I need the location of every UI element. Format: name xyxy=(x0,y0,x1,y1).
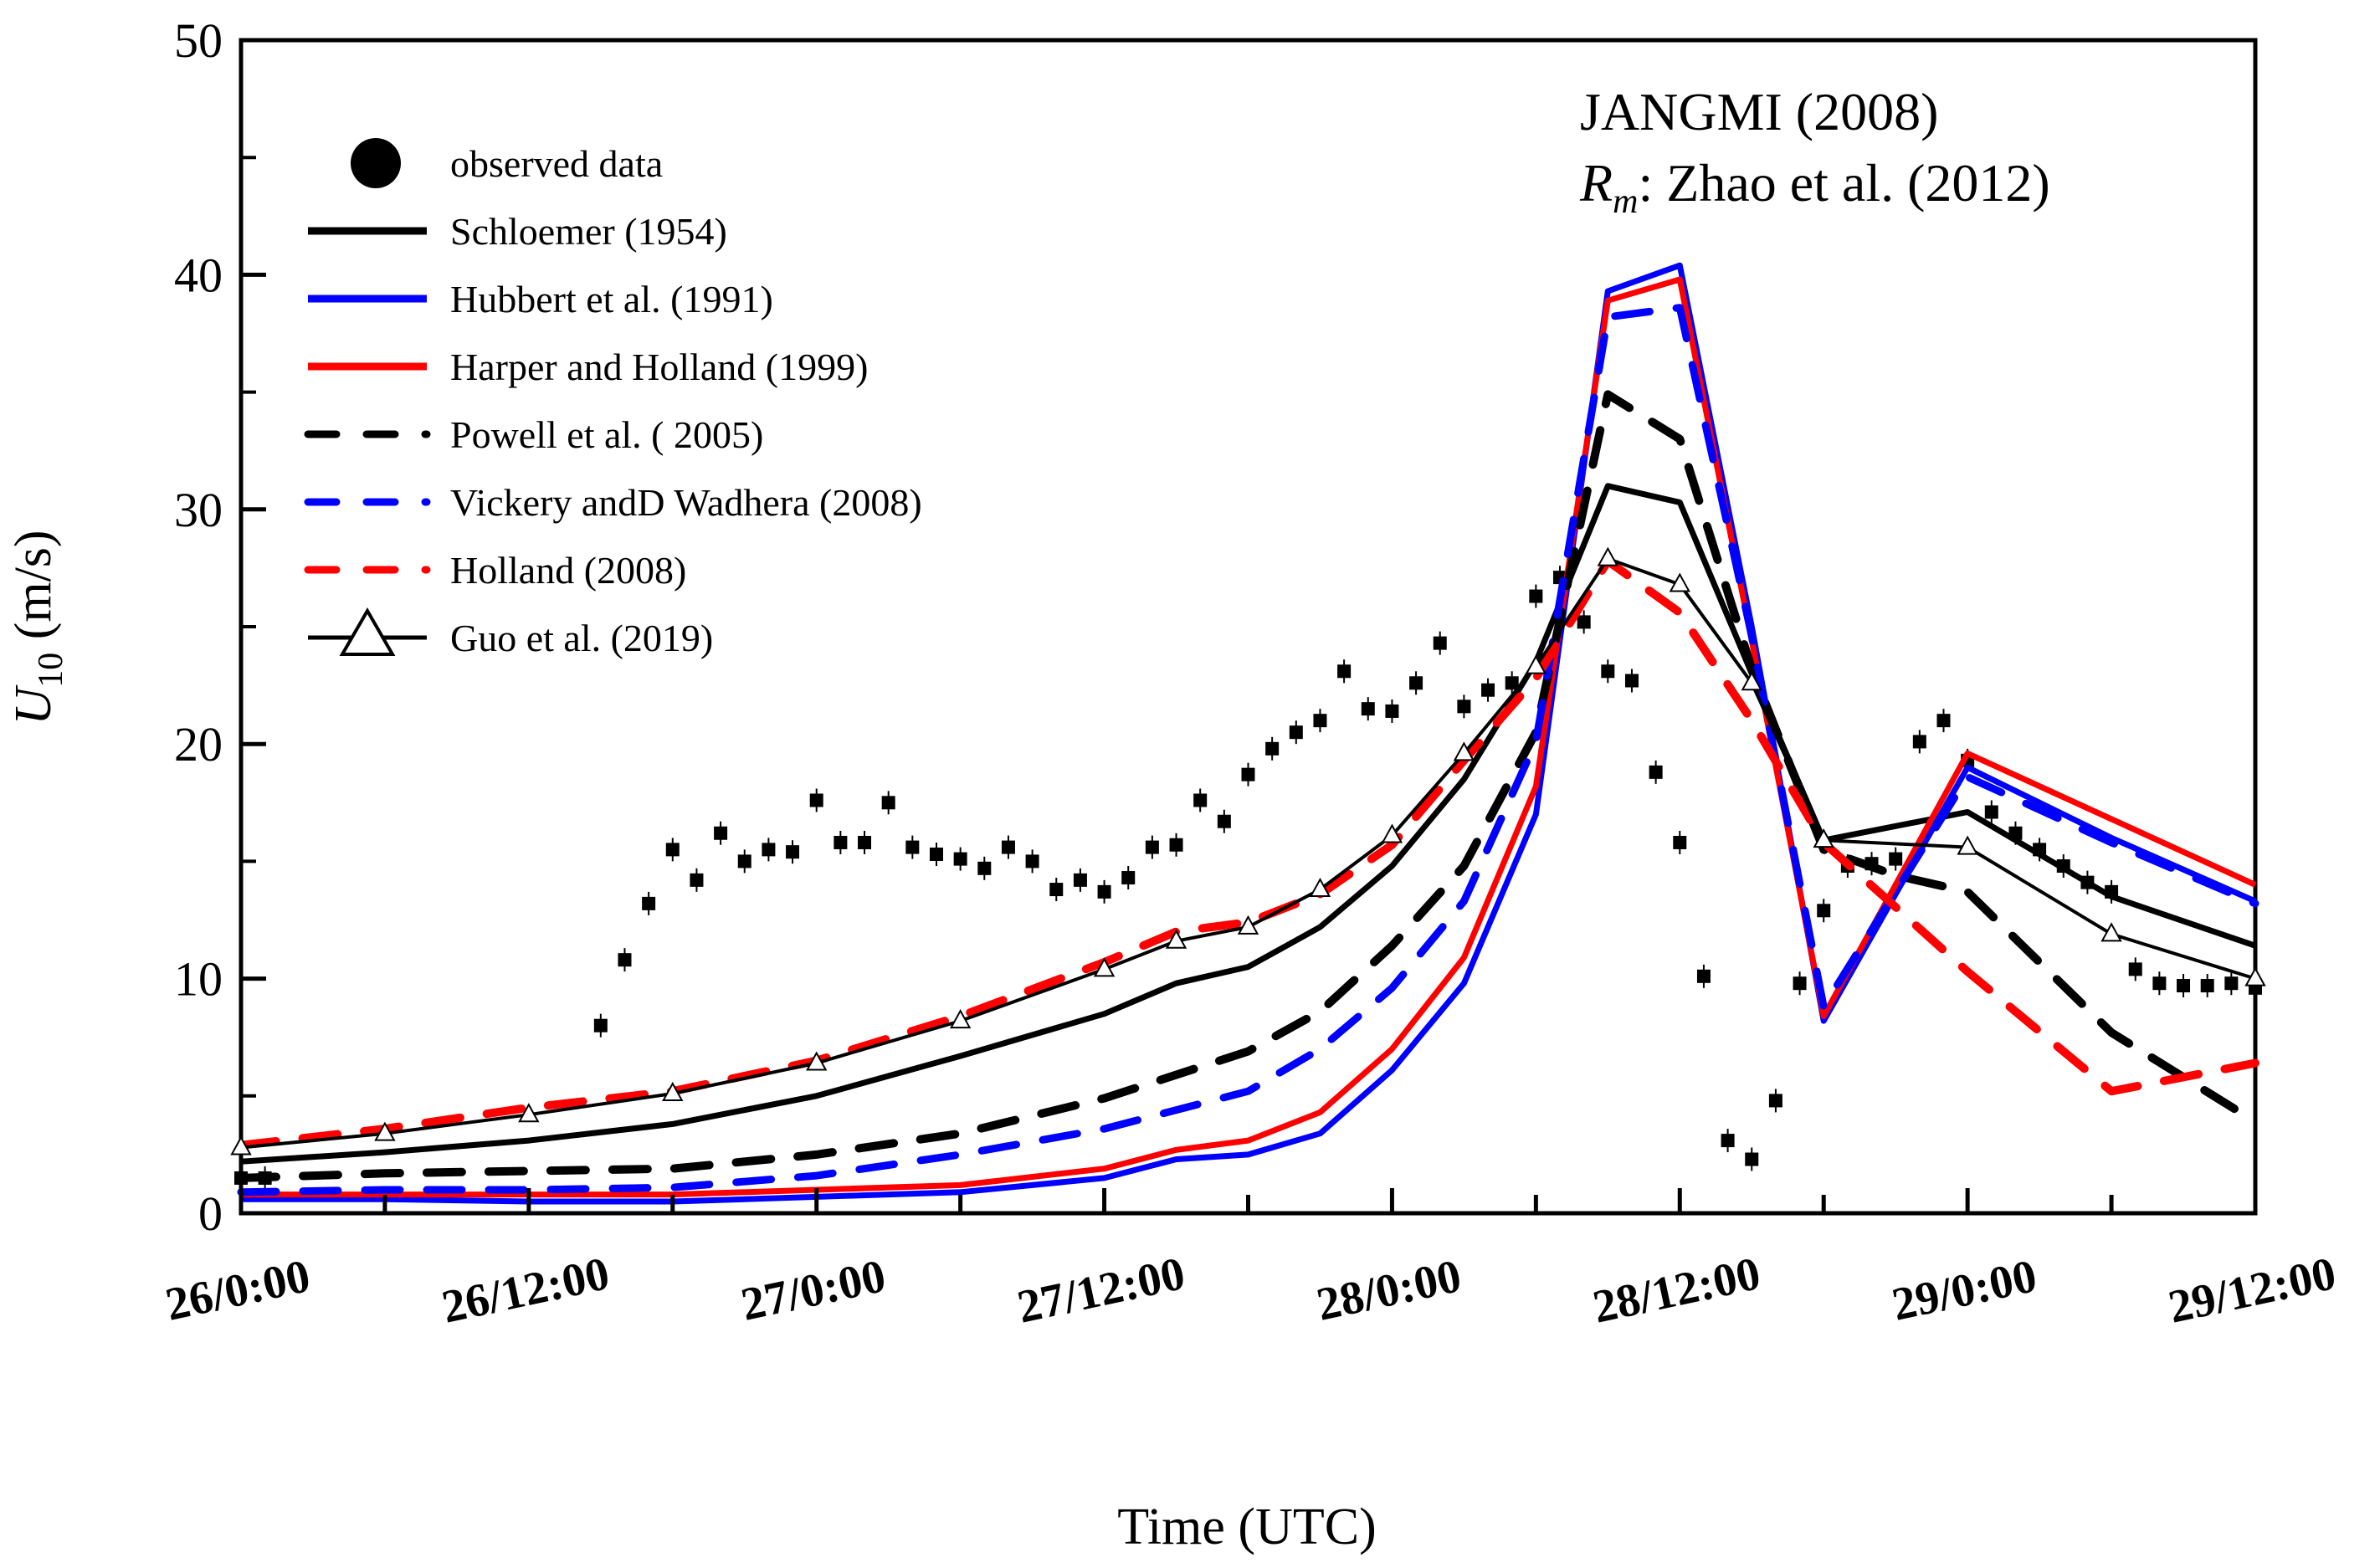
chart-legend: observed data Schloemer (1954) Hubbert et … xyxy=(304,138,922,659)
triangle-marker xyxy=(1957,835,1978,855)
legend-item-0: observed data xyxy=(351,138,663,188)
y-tick-label: 50 xyxy=(174,13,223,68)
triangle-marker xyxy=(1669,572,1690,592)
y-axis-label: U10 (m/s) xyxy=(5,530,70,725)
series-6 xyxy=(237,556,2259,1150)
legend-label: Hubbert et al. (1991) xyxy=(450,278,773,320)
chart-subtitle: Rm: Zhao et al. (2012) xyxy=(1579,153,2050,221)
y-tick-label: 40 xyxy=(174,248,223,302)
triangle-marker xyxy=(1165,929,1187,949)
triangle-marker xyxy=(662,1081,684,1101)
series-2 xyxy=(241,262,2257,1205)
y-label-subscript: 10 xyxy=(32,653,70,688)
x-tick-label: 28/12:00 xyxy=(1588,1248,1765,1334)
series-0 xyxy=(234,566,2262,1190)
y-label-symbol: U xyxy=(5,684,62,725)
y-tick-label: 0 xyxy=(198,1186,223,1241)
x-tick-label: 27/12:00 xyxy=(1013,1248,1189,1334)
legend-label: Harper and Holland (1999) xyxy=(450,346,868,388)
triangle-marker xyxy=(806,1051,828,1071)
x-tick-label: 27/0:00 xyxy=(736,1250,890,1331)
legend-item-1: Schloemer (1954) xyxy=(308,210,727,253)
series-line xyxy=(240,556,2256,1150)
legend-label: Powell et al. ( 2005) xyxy=(450,413,763,456)
triangle-marker xyxy=(1741,671,1762,691)
series-line xyxy=(241,276,2257,1198)
series-line xyxy=(241,262,2257,1205)
triangle-marker xyxy=(2100,922,2122,942)
triangle-marker xyxy=(1093,957,1116,977)
triangle-marker xyxy=(2244,966,2266,986)
series-5 xyxy=(237,304,2259,1196)
x-tick-label: 26/12:00 xyxy=(438,1248,614,1334)
legend-label: Schloemer (1954) xyxy=(450,210,727,253)
triangle-marker xyxy=(1381,823,1403,843)
legend-item-2: Hubbert et al. (1991) xyxy=(308,278,773,320)
series-4 xyxy=(237,390,2259,1182)
triangle-marker xyxy=(230,1135,252,1156)
triangle-marker xyxy=(1525,654,1547,674)
chart-title-block: JANGMI (2008) Rm: Zhao et al. (2012) xyxy=(1579,82,2050,221)
legend-item-7: Guo et al. (2019) xyxy=(308,607,713,659)
legend-label: Holland (2008) xyxy=(450,549,686,592)
y-tick-label: 30 xyxy=(174,483,223,537)
triangle-marker xyxy=(374,1121,396,1141)
y-tick-label: 20 xyxy=(174,717,223,771)
series-line xyxy=(237,390,2259,1182)
y-tick-label: 10 xyxy=(174,952,223,1007)
legend-item-5: Vickery andD Wadhera (2008) xyxy=(304,481,922,524)
series-7 xyxy=(230,546,2266,1156)
series-line xyxy=(237,304,2259,1196)
legend-triangle xyxy=(339,607,396,656)
x-tick-label: 29/0:00 xyxy=(1888,1250,2041,1331)
y-label-unit: (m/s) xyxy=(5,530,62,652)
chart-title: JANGMI (2008) xyxy=(1580,82,1938,141)
triangle-marker xyxy=(949,1008,972,1029)
series-line xyxy=(237,556,2259,1150)
x-tick-label: 28/0:00 xyxy=(1312,1250,1465,1331)
subtitle-symbol: R xyxy=(1579,153,1613,213)
triangle-marker xyxy=(1813,828,1834,848)
legend-marker xyxy=(351,138,401,188)
legend-item-4: Powell et al. ( 2005) xyxy=(304,413,763,456)
series-layer xyxy=(230,262,2266,1205)
x-tick-label: 29/12:00 xyxy=(2164,1248,2341,1334)
legend-label: Guo et al. (2019) xyxy=(450,617,713,659)
series-3 xyxy=(241,276,2257,1198)
legend-label: Vickery andD Wadhera (2008) xyxy=(450,481,922,524)
triangle-marker xyxy=(1237,915,1259,935)
x-tick-label: 26/0:00 xyxy=(162,1250,315,1331)
legend-label: observed data xyxy=(450,142,663,185)
legend-item-3: Harper and Holland (1999) xyxy=(308,346,868,388)
triangle-marker xyxy=(1597,546,1619,566)
legend-item-6: Holland (2008) xyxy=(304,549,686,592)
subtitle-subscript: m xyxy=(1613,182,1638,221)
x-axis-label: Time (UTC) xyxy=(1117,1499,1376,1555)
triangle-marker xyxy=(518,1103,540,1123)
triangle-marker xyxy=(1453,741,1475,761)
y-axis-label-group: U10 (m/s) xyxy=(5,530,70,725)
subtitle-text: : Zhao et al. (2012) xyxy=(1638,153,2049,213)
triangle-marker xyxy=(1309,877,1331,898)
